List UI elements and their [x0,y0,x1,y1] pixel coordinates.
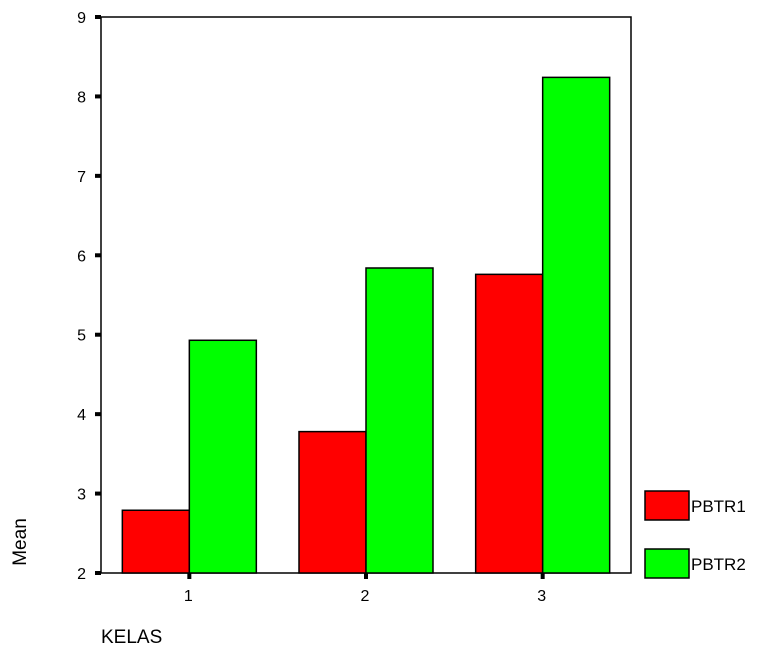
bars-group [121,76,611,574]
legend-label-pbtr1: PBTR1 [691,497,746,516]
legend: PBTR1 PBTR2 [644,490,746,579]
y-tick-label-1: 3 [77,487,86,504]
x-tick-label-1: 2 [361,588,370,605]
y-axis: 2 3 4 5 6 7 8 9 [77,10,101,583]
x-axis-label: KELAS [101,627,162,648]
y-tick-label-7: 9 [77,10,86,27]
bar-pbtr2-2 [365,267,434,574]
y-tick-label-6: 8 [77,89,86,106]
y-tick-label-0: 2 [77,566,86,583]
y-tick-label-2: 4 [77,407,86,424]
x-axis: 1 2 3 [184,573,546,605]
bar-pbtr1-2 [298,430,367,574]
legend-swatch-pbtr1 [644,490,690,521]
bar-pbtr1-3 [474,273,544,574]
bar-pbtr1-1 [121,509,191,574]
legend-label-pbtr2: PBTR2 [691,555,746,574]
bar-pbtr2-1 [188,339,258,574]
y-tick-label-3: 5 [77,328,86,345]
x-tick-label-0: 1 [184,588,193,605]
bar-pbtr2-3 [541,76,611,574]
x-tick-label-2: 3 [537,588,546,605]
y-axis-label: Mean [10,518,31,566]
legend-swatch-pbtr2 [644,548,690,579]
y-tick-label-5: 7 [77,169,86,186]
y-tick-label-4: 6 [77,248,86,265]
